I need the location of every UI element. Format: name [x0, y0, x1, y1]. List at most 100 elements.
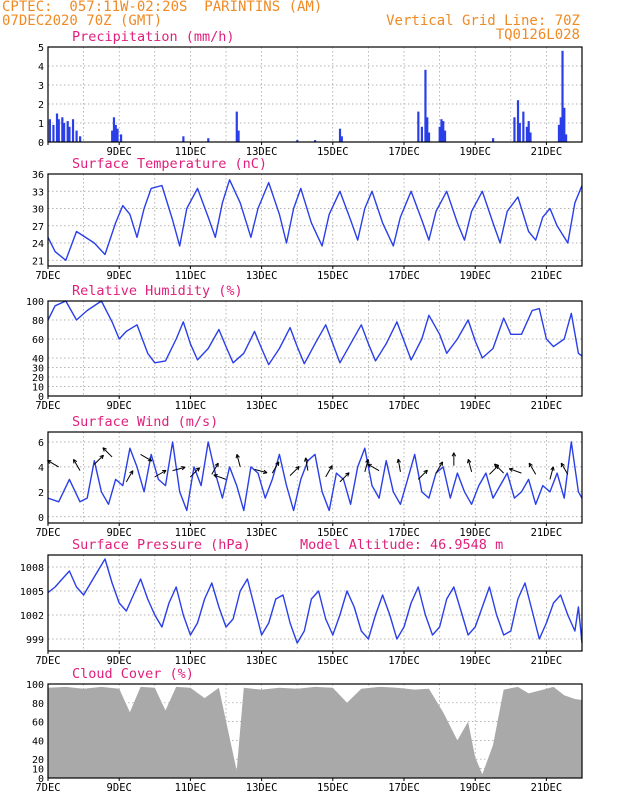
wind-arrow-head — [73, 458, 78, 463]
x-tick-label: 15DEC — [317, 782, 349, 794]
wind-arrow-head — [163, 470, 167, 474]
precip-bar — [513, 117, 516, 142]
y-tick-label: 36 — [32, 170, 44, 181]
y-tick-label: 4 — [38, 62, 44, 73]
wind-arrow — [364, 459, 369, 473]
x-tick-label: 15DEC — [317, 146, 349, 158]
wind-arrow — [560, 462, 569, 475]
precip-bar — [111, 130, 114, 142]
wind-arrow — [125, 470, 134, 483]
x-tick-label: 17DEC — [388, 400, 420, 412]
panel-title: Surface Temperature (nC) — [72, 156, 267, 172]
y-tick-label: 33 — [32, 187, 44, 198]
panel-title: Cloud Cover (%) — [72, 666, 194, 682]
wind-arrow — [367, 463, 380, 472]
wind-arrow-head — [397, 458, 401, 463]
x-tick-label: 13DEC — [246, 270, 278, 282]
x-tick-label: 21DEC — [531, 655, 563, 667]
precip-bar — [68, 126, 71, 142]
precip-bar — [424, 69, 427, 142]
y-tick-label: 6 — [38, 438, 44, 449]
precip-bar — [420, 126, 423, 142]
panel-frame — [47, 431, 583, 524]
y-tick-label: 40 — [32, 736, 44, 747]
y-tick-label: 80 — [32, 316, 44, 327]
y-tick-label: 0 — [38, 392, 44, 403]
wind-arrow-head — [467, 459, 469, 464]
wind-arrow-head — [181, 466, 186, 468]
y-tick-label: 2 — [38, 100, 44, 111]
x-tick-label: 21DEC — [531, 400, 563, 412]
precip-bar — [237, 130, 240, 142]
precip-bar — [55, 113, 59, 142]
x-tick-label: 19DEC — [459, 270, 491, 282]
precip-bar — [561, 50, 564, 142]
y-tick-label: 999 — [26, 635, 44, 646]
x-tick-label: 7DEC — [35, 655, 60, 667]
x-tick-label: 11DEC — [175, 270, 207, 282]
x-tick-label: 7DEC — [35, 270, 60, 282]
precip-bar — [48, 119, 51, 142]
wind-arrow-head — [99, 454, 104, 458]
x-tick-label: 9DEC — [107, 782, 132, 794]
wind-arrow-head — [195, 467, 200, 470]
panel-title: Precipitation (mm/h) — [72, 29, 235, 45]
y-tick-label: 0 — [38, 774, 44, 785]
x-tick-label: 17DEC — [388, 146, 420, 158]
wind-arrow-head — [367, 463, 371, 468]
wind-arrow-head — [328, 465, 333, 469]
precip-bar — [340, 136, 343, 142]
precip-bar — [207, 138, 210, 142]
wind-arrow-head — [550, 466, 554, 471]
y-tick-label: 30 — [32, 205, 44, 216]
wind-arrow — [93, 454, 104, 465]
wind-arrow-head — [102, 447, 105, 452]
wind-arrow-head — [101, 455, 104, 460]
wind-arrow-head — [305, 457, 309, 462]
x-tick-label: 21DEC — [531, 270, 563, 282]
y-tick-label: 0 — [38, 513, 44, 524]
wind-arrow — [271, 461, 280, 474]
y-tick-label: 30 — [32, 364, 44, 375]
x-tick-label: 13DEC — [246, 146, 278, 158]
y-tick-label: 4 — [38, 463, 44, 474]
precip-bar — [112, 117, 116, 142]
x-tick-label: 7DEC — [35, 527, 60, 539]
precip-bar — [518, 123, 521, 142]
y-tick-label: 80 — [32, 699, 44, 710]
wind-arrow — [254, 468, 268, 474]
panel-frame — [47, 173, 583, 267]
panel-2: 21 24 27 30 33 36 7DEC 9DEC 11DEC 13DEC 15DEC 17DEC… — [32, 156, 583, 282]
y-tick-label: 5 — [38, 43, 44, 54]
precip-bar — [442, 121, 445, 142]
wind-arrow-head — [197, 467, 201, 472]
series-line — [47, 441, 583, 512]
wind-arrow-head — [181, 466, 186, 471]
wind-arrow-head — [365, 459, 369, 463]
x-tick-label: 9DEC — [107, 146, 132, 158]
y-tick-label: 1002 — [20, 611, 44, 622]
wind-arrow — [435, 461, 443, 474]
x-tick-label: 13DEC — [246, 400, 278, 412]
x-tick-label: 11DEC — [175, 527, 207, 539]
series-line — [47, 558, 583, 644]
precip-bar — [426, 117, 429, 142]
precip-bar — [492, 138, 495, 142]
x-tick-label: 11DEC — [175, 782, 207, 794]
wind-arrow-head — [214, 462, 219, 466]
precip-bar — [529, 132, 532, 142]
y-tick-label: 10 — [32, 383, 44, 394]
y-tick-label: 100 — [26, 680, 44, 691]
wind-arrow-head — [304, 457, 307, 462]
x-tick-label: 19DEC — [459, 400, 491, 412]
wind-arrow — [172, 466, 186, 472]
panel-title: Relative Humidity (%) — [72, 283, 243, 299]
precip-bar — [440, 119, 443, 142]
precip-bar — [52, 124, 55, 142]
grid-line-note: Vertical Grid Line: 70Z — [386, 13, 580, 29]
x-tick-label: 21DEC — [531, 146, 563, 158]
x-tick-label: 19DEC — [459, 782, 491, 794]
series-line — [47, 179, 583, 261]
